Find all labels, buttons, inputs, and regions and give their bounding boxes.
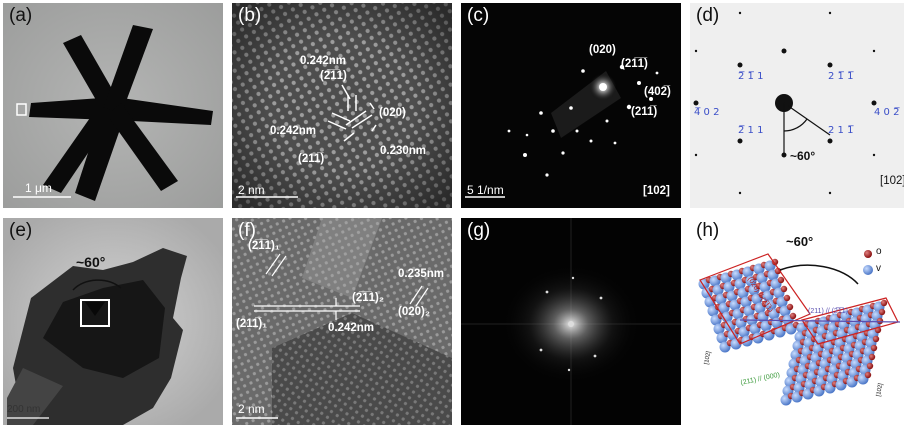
lattice-image-f	[232, 218, 452, 425]
plane-label-f1: (2̅1̅1)₁	[248, 240, 280, 252]
spot-index-mr: 4 0 2̅	[874, 107, 900, 118]
zone-axis-c: [102]	[643, 185, 670, 197]
angle-arc	[779, 264, 859, 285]
panel-label-c: (c)	[467, 5, 490, 26]
atom-o	[777, 276, 785, 284]
region-box	[16, 103, 27, 116]
spot-label-020: (020)	[589, 44, 616, 56]
panel-label-h: (h)	[696, 220, 720, 241]
panel-g-fft: (g)	[461, 218, 681, 425]
plane-label-020: (020)	[379, 107, 406, 119]
spot-label-211: (211̅)	[631, 106, 658, 118]
diffraction-pattern-c	[465, 64, 659, 198]
panel-label-a: (a)	[9, 5, 33, 26]
panel-e-tem: (e) ~60° 200 nm	[3, 218, 223, 425]
scale-label-a: 1 μm	[25, 181, 52, 195]
angle-arc	[72, 279, 122, 291]
fft-pattern-g	[461, 218, 681, 425]
panel-label-e: (e)	[9, 220, 33, 241]
d-spacing-top: 0.242nm	[300, 55, 347, 67]
angle-label-d: ~60°	[790, 149, 816, 163]
scale-label-c: 5 1/nm	[467, 183, 504, 197]
plane-label-top: (2̅1̅1)	[320, 70, 347, 82]
plane-markers-f	[254, 253, 429, 320]
atom-o	[789, 312, 797, 320]
region-box	[80, 299, 110, 327]
plane-markers-b	[327, 84, 377, 142]
d-spacing-f2: 0.235nm	[398, 268, 445, 280]
spot-label-402: (402̅)	[644, 86, 671, 98]
twin-tag-2: (211) // (2̅1̅1)	[808, 308, 848, 315]
panel-c-saed: (c) (020) (21̅1̅) (402̅) (211̅) 5 1/nm […	[461, 3, 681, 208]
atom-o	[870, 344, 878, 352]
plane-label-f3: (211̅)₁	[236, 318, 267, 330]
atom-o	[866, 362, 874, 370]
atom-o	[774, 267, 782, 275]
atom-o	[783, 294, 791, 302]
spot-index-tr: 2 1̅ 1̅	[828, 71, 854, 82]
twin-plane-line	[739, 319, 901, 323]
simulated-spots-d	[693, 11, 877, 195]
tem-image-e	[3, 218, 223, 425]
panel-f-hrtem: (f) (2̅1̅1)₁ (2̅1̅1)₂ (211̅)₁ 0.242nm 0.…	[232, 218, 452, 425]
scale-label-f: 2 nm	[238, 402, 265, 416]
panel-label-g: (g)	[467, 220, 491, 241]
scale-label-e: 200 nm	[7, 404, 41, 415]
atom-o	[876, 317, 884, 325]
panel-label-f: (f)	[238, 220, 256, 241]
lattice-image-b	[232, 3, 452, 208]
legend-o-label: o	[876, 246, 882, 257]
angle-label-e: ~60°	[76, 254, 106, 270]
fft-spots	[539, 276, 603, 372]
atom-o	[780, 285, 788, 293]
plane-label-f4: (020)₂	[398, 306, 430, 318]
plane-label-f2: (2̅1̅1)₂	[352, 292, 384, 304]
zone-axis-d: [102]	[880, 175, 904, 187]
panel-d-simulated-pattern: (d) 2̅ 1̅ 1 2 1̅ 1̅ 4̅ 0 2 4 0 2̅ 2̅ 1 1…	[690, 3, 904, 208]
d-spacing-f1: 0.242nm	[328, 322, 375, 334]
spot-label-2-1-1: (21̅1̅)	[621, 58, 648, 70]
spot-index-bl: 2̅ 1 1	[738, 125, 764, 136]
diffraction-spots	[507, 64, 659, 177]
legend-v-label: v	[876, 263, 881, 274]
atom-o	[786, 303, 794, 311]
legend-blue-atom	[863, 265, 873, 275]
atom-cluster	[698, 258, 888, 406]
panel-h-atomic-model: (h) ~60° o v (020) // (2̅1̅1) (211) // (…	[690, 218, 904, 425]
nanostar-silhouette	[3, 3, 223, 208]
panel-label-b: (b)	[238, 5, 262, 26]
d-spacing-right: 0.230nm	[380, 145, 427, 157]
atom-o	[880, 299, 888, 307]
atom-o	[868, 353, 876, 361]
scale-label-b: 2 nm	[238, 183, 265, 197]
panel-label-d: (d)	[696, 5, 720, 26]
panel-a-sem-image: (a) 1 μm	[3, 3, 223, 208]
angle-marker-d	[783, 102, 831, 155]
atom-o	[771, 258, 779, 266]
d-spacing-left: 0.242nm	[270, 125, 317, 137]
panel-b-hrtem: (b) 0.242nm (2̅1̅1) (020) 0.242nm 0.230n…	[232, 3, 452, 208]
atom-o	[864, 371, 872, 379]
angle-label-h: ~60°	[786, 234, 814, 249]
plane-label-bottom: (211̅)	[298, 153, 325, 165]
legend-red-atom	[864, 250, 872, 258]
atomic-model-h	[698, 250, 901, 406]
spot-index-br: 2 1 1̅	[828, 125, 854, 136]
spot-index-tl: 2̅ 1̅ 1	[738, 71, 764, 82]
atom-o	[872, 335, 880, 343]
atom-o	[878, 308, 886, 316]
spot-index-ml: 4̅ 0 2	[694, 107, 720, 118]
